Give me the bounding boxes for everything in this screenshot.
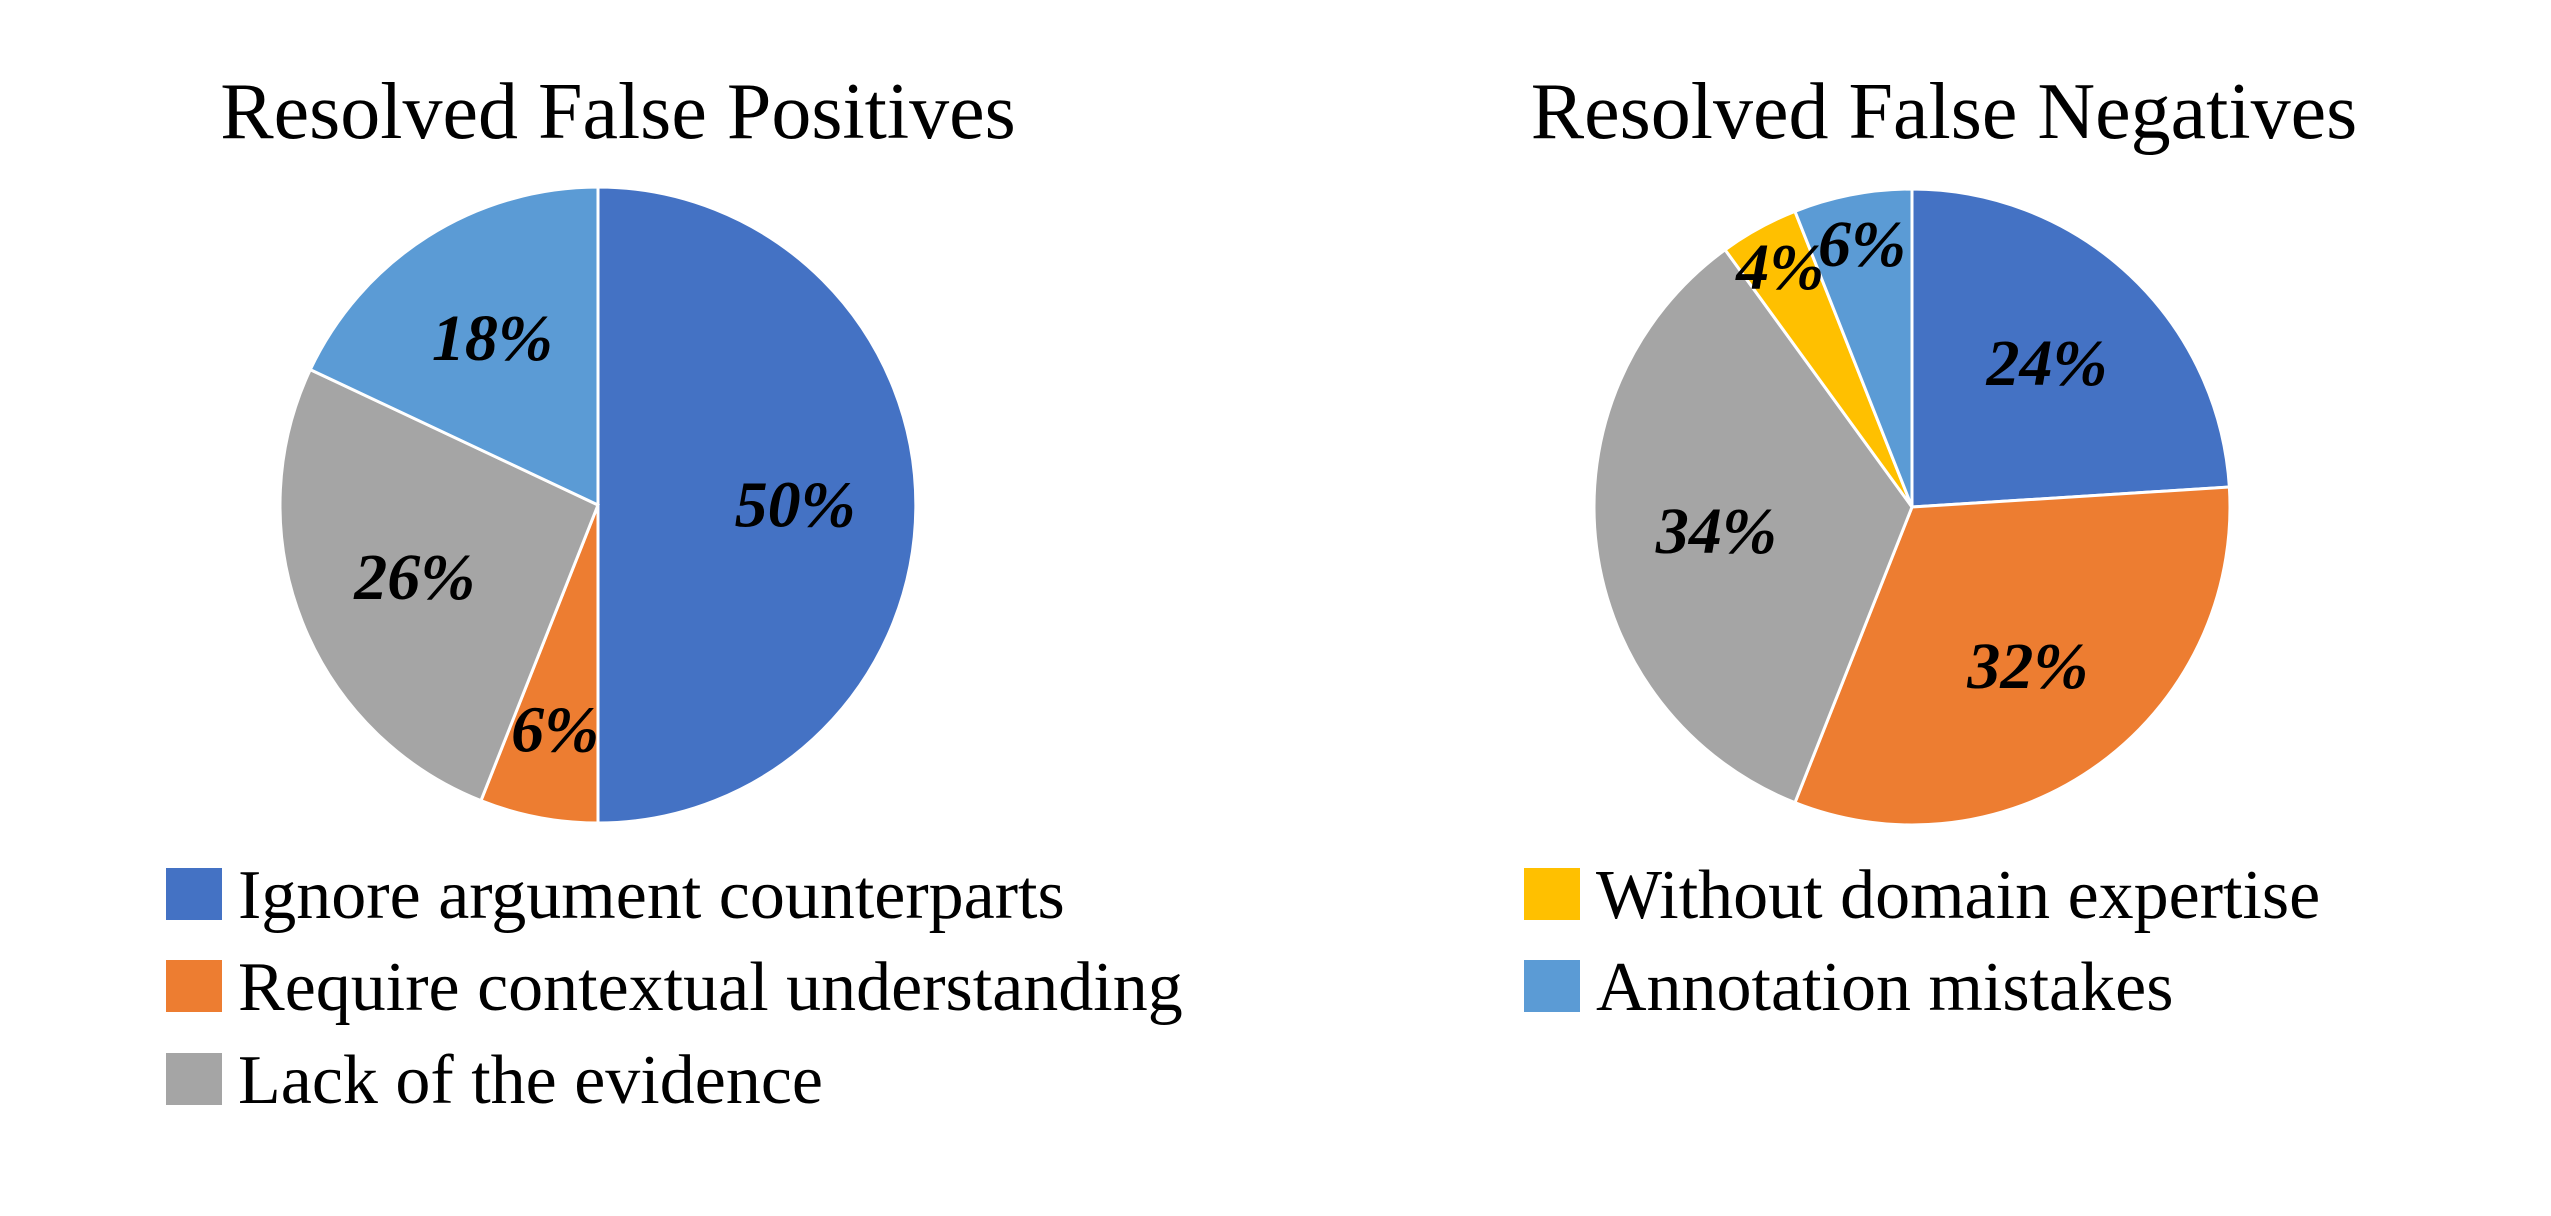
pie-slice-lack-of-the-evidence	[1592, 247, 1914, 805]
data-label-ignore-argument-counterparts: 24%	[1985, 327, 2107, 400]
legend-label: Require contextual understanding	[238, 949, 1183, 1026]
legend-label: Annotation mistakes	[1596, 949, 2173, 1026]
data-label-lack-of-the-evidence: 26%	[353, 541, 475, 614]
legend-item-lack-of-the-evidence: Lack of the evidence	[166, 1042, 823, 1119]
legend-label: Ignore argument counterparts	[238, 857, 1065, 934]
legend-item-annotation-mistakes: Annotation mistakes	[1524, 949, 2173, 1026]
legend-label: Lack of the evidence	[238, 1042, 823, 1119]
legend: Ignore argument counterparts Require con…	[166, 857, 2320, 1119]
legend-item-without-domain-expertise: Without domain expertise	[1524, 857, 2320, 934]
pie-slice-lack-of-the-evidence	[278, 367, 600, 803]
data-label-without-domain-expertise: 4%	[1734, 231, 1824, 304]
data-label-require-contextual-understanding: 32%	[1966, 630, 2088, 703]
legend-swatch	[166, 960, 222, 1012]
legend-swatch	[166, 868, 222, 920]
pie-slice-ignore-argument-counterparts	[596, 185, 918, 825]
pie-slice-require-contextual-understanding	[478, 504, 600, 825]
chart-title-false-negatives: Resolved False Negatives	[1531, 68, 2357, 156]
data-label-require-contextual-understanding: 6%	[511, 693, 599, 766]
pie-slice-ignore-argument-counterparts	[1910, 187, 2231, 509]
pie-slice-require-contextual-understanding	[1792, 485, 2232, 827]
legend-item-ignore-argument-counterparts: Ignore argument counterparts	[166, 857, 1065, 934]
legend-swatch	[1524, 868, 1580, 920]
data-label-annotation-mistakes: 6%	[1818, 208, 1906, 281]
legend-item-require-contextual-understanding: Require contextual understanding	[166, 949, 1183, 1026]
pie-slice-annotation-mistakes	[1792, 187, 1914, 508]
data-label-lack-of-the-evidence: 34%	[1655, 495, 1777, 568]
legend-swatch	[166, 1053, 222, 1105]
pie-chart-false-positives: Resolved False Positives 50% 6% 26% 18%	[220, 68, 1016, 825]
chart-title-false-positives: Resolved False Positives	[220, 68, 1016, 156]
legend-swatch	[1524, 960, 1580, 1012]
pie-chart-false-negatives: Resolved False Negatives 24% 32% 34% 4%6%	[1531, 68, 2357, 827]
data-label-ignore-argument-counterparts: 50%	[735, 469, 856, 542]
legend-label: Without domain expertise	[1596, 857, 2320, 934]
data-label-annotation-mistakes: 18%	[432, 302, 553, 375]
pie-slice-annotation-mistakes	[308, 185, 600, 508]
